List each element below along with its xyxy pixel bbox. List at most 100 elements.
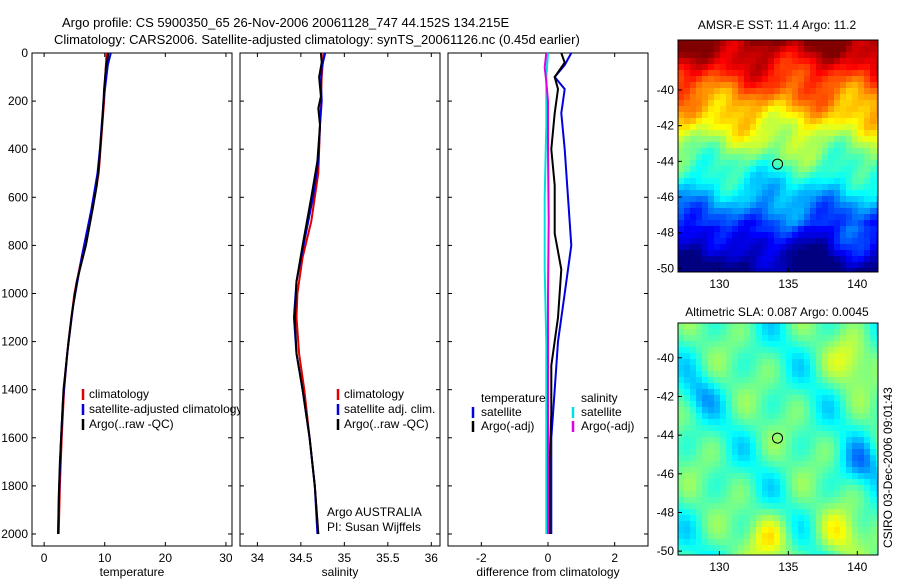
- sla_map-cell: [858, 443, 865, 450]
- sst_map-cell: [852, 136, 859, 143]
- sla_map-cell: [822, 347, 829, 354]
- sst_map-cell: [822, 208, 829, 215]
- sla_map-cell: [780, 419, 787, 426]
- sla_map-cell: [792, 431, 799, 438]
- sla_map-cell: [708, 545, 715, 552]
- sla_map-cell: [774, 365, 781, 372]
- sla_map-cell: [738, 335, 745, 342]
- sla_map-cell: [858, 431, 865, 438]
- sla_map-cell: [714, 341, 721, 348]
- sla_map-cell: [720, 491, 727, 498]
- sla_map-cell: [726, 509, 733, 516]
- sst_map-cell: [798, 238, 805, 245]
- sst_map-cell: [720, 256, 727, 263]
- sst_map-cell: [780, 244, 787, 251]
- sla_map-cell: [876, 383, 878, 390]
- sla_map-cell: [708, 521, 715, 528]
- sst_map-cell: [678, 118, 685, 125]
- sla_map-cell: [846, 323, 853, 330]
- sst_map-cell: [684, 208, 691, 215]
- sla_map-cell: [834, 527, 841, 534]
- sla_map-cell: [852, 323, 859, 330]
- sst_map-cell: [822, 112, 829, 119]
- temperature-axes-frame: [31, 52, 233, 547]
- sst_map-cell: [720, 262, 727, 269]
- sla_map-cell: [786, 407, 793, 414]
- sst_map-cell: [876, 58, 878, 65]
- sst_map-cell: [726, 52, 733, 59]
- sla_map-cell: [750, 461, 757, 468]
- sla_map-cell: [690, 353, 697, 360]
- sla_map-cell: [690, 401, 697, 408]
- sla_map-cell: [870, 341, 877, 348]
- sla_map-cell: [828, 503, 835, 510]
- sst_map-cell: [852, 94, 859, 101]
- temperature-xtick-label: 20: [159, 551, 173, 565]
- sla_map-cell: [732, 515, 739, 522]
- sla_map-cell: [762, 479, 769, 486]
- sst_map-cell: [702, 190, 709, 197]
- sla_map-cell: [858, 377, 865, 384]
- sla_map-cell: [762, 533, 769, 540]
- sst_map-cell: [828, 268, 835, 272]
- sla_map-cell: [840, 503, 847, 510]
- sst_map-cell: [714, 70, 721, 77]
- sla_map-cell: [846, 389, 853, 396]
- sst_map-cell: [732, 256, 739, 263]
- sst_map-cell: [810, 238, 817, 245]
- sla_map-cell: [792, 419, 799, 426]
- sla_map-cell: [726, 455, 733, 462]
- sla_map-cell: [708, 461, 715, 468]
- sla_map-cell: [834, 509, 841, 516]
- sla_map-cell: [804, 467, 811, 474]
- sla_map-cell: [804, 497, 811, 504]
- sla_map-cell: [696, 407, 703, 414]
- sst_map-cell: [798, 112, 805, 119]
- sla_map-cell: [852, 419, 859, 426]
- sst_map-cell: [852, 244, 859, 251]
- sst_map-cell: [744, 106, 751, 113]
- sla_map-cell: [792, 365, 799, 372]
- sla_map-cell: [786, 371, 793, 378]
- sst_map-cell: [744, 232, 751, 239]
- sst_map-cell: [702, 142, 709, 149]
- sst_map-cell: [768, 40, 775, 47]
- sst_map-cell: [696, 70, 703, 77]
- sla_map-cell: [768, 377, 775, 384]
- sla_map-cell: [696, 377, 703, 384]
- sla_map-cell: [804, 449, 811, 456]
- sst_map-xtick-label: 135: [778, 277, 798, 291]
- sst_map-cell: [780, 232, 787, 239]
- sst_map-cell: [798, 124, 805, 131]
- sla_map-cell: [684, 413, 691, 420]
- sst_map-cell: [768, 124, 775, 131]
- sla_map-cell: [852, 443, 859, 450]
- sst_map-cell: [834, 112, 841, 119]
- sst_map-cell: [828, 148, 835, 155]
- sst_map-cell: [744, 46, 751, 53]
- sst_map-cell: [846, 190, 853, 197]
- sst_map-cell: [690, 166, 697, 173]
- sla_map-cell: [822, 425, 829, 432]
- sla_map-cell: [786, 341, 793, 348]
- sst_map-cell: [738, 256, 745, 263]
- sla_map-cell: [834, 491, 841, 498]
- sla_map-cell: [774, 467, 781, 474]
- sst_map-cell: [744, 172, 751, 179]
- sst_map-cell: [816, 196, 823, 203]
- sla_map-cell: [696, 449, 703, 456]
- sst_map-cell: [822, 82, 829, 89]
- sla_map-cell: [852, 407, 859, 414]
- sla_map-cell: [756, 437, 763, 444]
- temperature-legend-label: satellite-adjusted climatology: [89, 402, 242, 416]
- sla_map-cell: [810, 485, 817, 492]
- sst_map-cell: [774, 178, 781, 185]
- sla_map-cell: [780, 413, 787, 420]
- sla_map-cell: [768, 545, 775, 552]
- sla_map-cell: [684, 431, 691, 438]
- sst_map-cell: [726, 268, 733, 272]
- sst_map-cell: [726, 208, 733, 215]
- sst_map-cell: [750, 214, 757, 221]
- sla_map-cell: [804, 473, 811, 480]
- sla_map-cell: [834, 533, 841, 540]
